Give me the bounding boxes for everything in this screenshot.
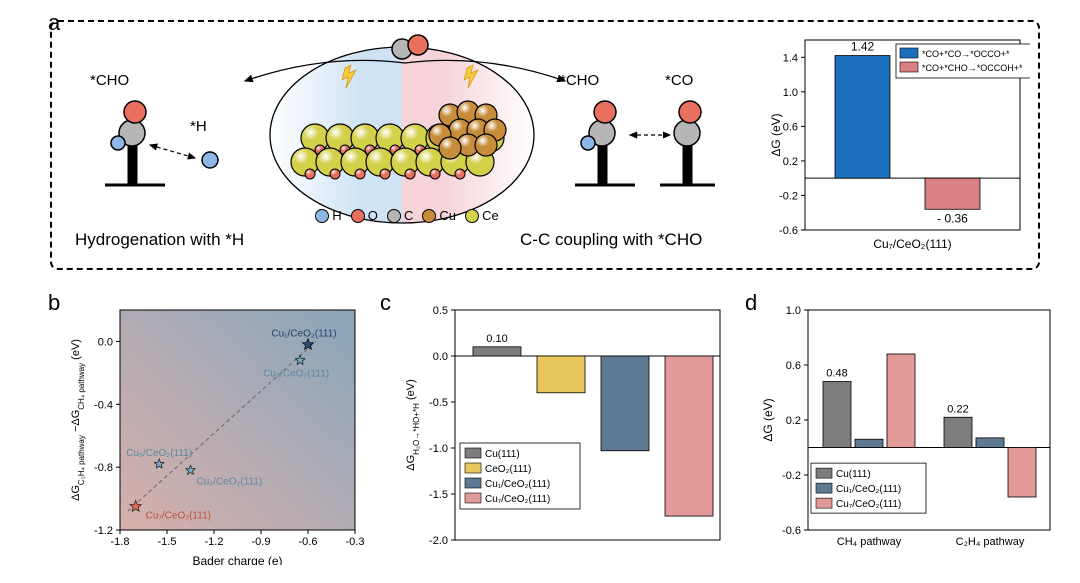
panel-b-scatter: -1.8 -1.5 -1.2 -0.9 -0.6 -0.3 -1.2 -0.8 -0.4 0.0 C… bbox=[65, 300, 365, 565]
svg-text:-0.2: -0.2 bbox=[782, 470, 801, 482]
svg-text:Cu₇/CeO₂(111): Cu₇/CeO₂(111) bbox=[146, 510, 211, 521]
svg-text:ΔG (eV): ΔG (eV) bbox=[770, 113, 783, 156]
cho1-label: *CHO bbox=[90, 72, 129, 89]
svg-text:*CO+*CHO→*OCCOH+*: *CO+*CHO→*OCCOH+* bbox=[922, 63, 1023, 73]
svg-text:-0.6: -0.6 bbox=[299, 536, 318, 548]
label-c: c bbox=[380, 290, 391, 316]
svg-text:CH₄ pathway: CH₄ pathway bbox=[837, 536, 902, 548]
svg-text:-0.5: -0.5 bbox=[429, 397, 448, 409]
svg-text:Cu(111): Cu(111) bbox=[836, 469, 871, 480]
svg-text:C₂H₄ pathway: C₂H₄ pathway bbox=[956, 536, 1025, 548]
svg-text:1.0: 1.0 bbox=[786, 305, 801, 317]
svg-text:-0.6: -0.6 bbox=[782, 525, 801, 537]
svg-text:Cu₂/CeO₂(111): Cu₂/CeO₂(111) bbox=[197, 476, 263, 487]
panel-d-bars: -0.6 -0.2 0.2 0.6 1.0 CH₄ pathway C₂H₄ pathway… bbox=[760, 300, 1060, 565]
svg-text:0.6: 0.6 bbox=[786, 360, 801, 372]
h-label: *H bbox=[190, 118, 207, 135]
svg-text:CeO₂(111): CeO₂(111) bbox=[485, 464, 531, 475]
cho-left-icon bbox=[95, 85, 175, 190]
svg-text:ΔG (eV): ΔG (eV) bbox=[761, 398, 775, 441]
cc-coupling-label: C-C coupling with *CHO bbox=[520, 230, 702, 250]
svg-text:0.22: 0.22 bbox=[947, 403, 968, 415]
svg-text:Bader charge (e): Bader charge (e) bbox=[192, 554, 282, 565]
svg-text:Cu₅/CeO₂(111): Cu₅/CeO₂(111) bbox=[126, 448, 192, 459]
label-d: d bbox=[745, 290, 757, 316]
svg-text:-1.2: -1.2 bbox=[205, 536, 224, 548]
svg-text:0.2: 0.2 bbox=[786, 415, 801, 427]
hydrogenation-label: Hydrogenation with *H bbox=[75, 230, 244, 250]
svg-text:-1.2: -1.2 bbox=[94, 525, 113, 537]
svg-text:-0.9: -0.9 bbox=[252, 536, 271, 548]
svg-text:-0.3: -0.3 bbox=[346, 536, 365, 548]
svg-text:0.0: 0.0 bbox=[433, 351, 448, 363]
svg-text:Cu₇/CeO₂(111): Cu₇/CeO₂(111) bbox=[873, 237, 951, 251]
svg-text:1.42: 1.42 bbox=[851, 40, 875, 54]
svg-text:-0.4: -0.4 bbox=[94, 399, 113, 411]
svg-text:Cu₁/CeO₂(111): Cu₁/CeO₂(111) bbox=[485, 479, 550, 490]
svg-text:1.4: 1.4 bbox=[783, 52, 798, 64]
svg-text:0.48: 0.48 bbox=[826, 368, 847, 380]
svg-text:0.5: 0.5 bbox=[433, 305, 448, 317]
svg-text:0.2: 0.2 bbox=[783, 156, 798, 168]
svg-text:-0.6: -0.6 bbox=[779, 225, 798, 237]
svg-text:-1.8: -1.8 bbox=[111, 536, 130, 548]
svg-text:-2.0: -2.0 bbox=[429, 535, 448, 547]
svg-text:- 0.36: - 0.36 bbox=[937, 211, 968, 225]
svg-text:Cu₁/CeO₂(111): Cu₁/CeO₂(111) bbox=[836, 484, 901, 495]
svg-text:*CO+*CO→*OCCO+*: *CO+*CO→*OCCO+* bbox=[922, 49, 1010, 59]
svg-text:Cu₁/CeO₂(111): Cu₁/CeO₂(111) bbox=[271, 329, 336, 340]
svg-text:ΔGH₂O→*HO+*H (eV): ΔGH₂O→*HO+*H (eV) bbox=[405, 379, 421, 471]
svg-text:0.0: 0.0 bbox=[98, 336, 113, 348]
svg-text:0.10: 0.10 bbox=[486, 333, 507, 345]
svg-text:-1.5: -1.5 bbox=[158, 536, 177, 548]
panel-a-schematic: *CHO *H *CHO *CO Hydrogenation with *H C… bbox=[70, 30, 750, 260]
svg-text:1.0: 1.0 bbox=[783, 87, 798, 99]
svg-text:Cu₇/CeO₂(111): Cu₇/CeO₂(111) bbox=[836, 499, 901, 510]
svg-text:-1.5: -1.5 bbox=[429, 489, 448, 501]
svg-text:ΔGC₂H₄ pathway −ΔGCH₄ pathway: ΔGC₂H₄ pathway −ΔGCH₄ pathway (eV) bbox=[70, 339, 86, 501]
svg-text:Cu(111): Cu(111) bbox=[485, 449, 520, 460]
cho2-label: *CHO bbox=[560, 72, 599, 89]
svg-text:-0.8: -0.8 bbox=[94, 462, 113, 474]
svg-text:Cu₃/CeO₂(111): Cu₃/CeO₂(111) bbox=[263, 368, 329, 379]
panel-a-barchart: -0.6 -0.2 0.2 0.6 1.0 1.4 1.42 - 0.36 ΔG (eV) Cu₇… bbox=[770, 30, 1030, 260]
co-label: *CO bbox=[665, 72, 693, 89]
svg-text:-0.2: -0.2 bbox=[779, 190, 798, 202]
atom-legend: H O C Cu Ce bbox=[290, 208, 530, 226]
svg-text:-1.0: -1.0 bbox=[429, 443, 448, 455]
label-b: b bbox=[48, 290, 60, 316]
svg-text:Cu₇/CeO₂(111): Cu₇/CeO₂(111) bbox=[485, 494, 550, 505]
svg-text:0.6: 0.6 bbox=[783, 121, 798, 133]
panel-c-bars: -2.0 -1.5 -1.0 -0.5 0.0 0.5 0.10 Cu(111) CeO₂(11… bbox=[400, 300, 730, 565]
